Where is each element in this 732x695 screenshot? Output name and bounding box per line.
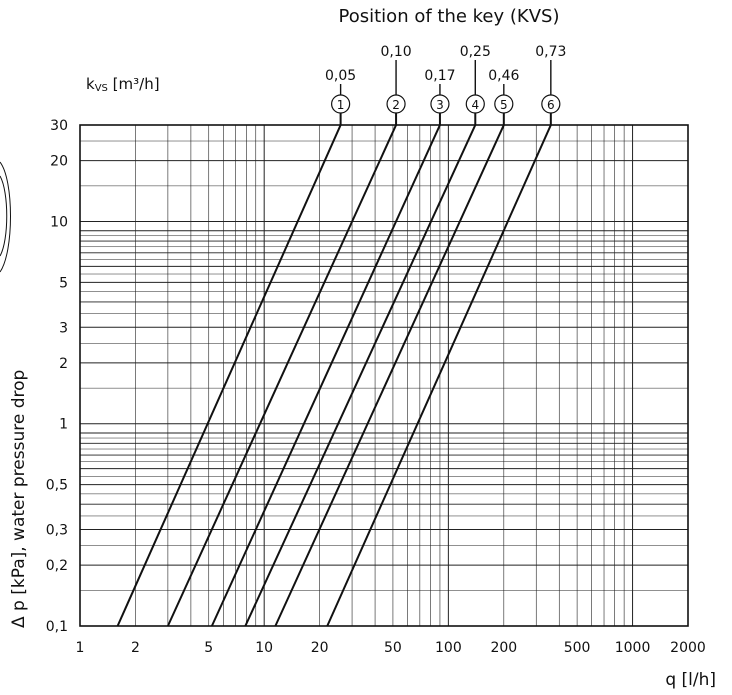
x-tick-labels: 1 2 5 10 20 50 100 200 500 1000 2000 (76, 640, 706, 656)
kvs-label-unit: [m³/h] (108, 75, 160, 93)
y-tick-label: 30 (50, 118, 68, 134)
grid-major (79, 124, 689, 627)
series-lines (116, 124, 552, 627)
y-tick-label: 1 (59, 417, 68, 433)
x-tick-label: 50 (384, 640, 402, 656)
x-tick-label: 2000 (670, 640, 706, 656)
kvs-value-2: 0,10 (380, 44, 411, 60)
series-line-3 (210, 124, 441, 627)
y-tick-label: 0,2 (46, 558, 68, 574)
x-tick-label: 1 (76, 640, 85, 656)
kvs-value-3: 0,17 (424, 68, 455, 84)
x-tick-label: 200 (490, 640, 517, 656)
x-tick-label: 5 (204, 640, 213, 656)
edge-decoration-inner (0, 175, 8, 257)
series-line-6 (326, 124, 552, 627)
grid-minor (80, 125, 689, 626)
series-line-5 (274, 124, 505, 627)
x-tick-label: 1000 (615, 640, 651, 656)
y-tick-label: 2 (59, 356, 68, 372)
y-tick-label: 10 (50, 214, 68, 230)
x-axis-label: q [l/h] (665, 670, 716, 690)
series-line-2 (166, 124, 397, 627)
key-number-3: 3 (436, 98, 444, 112)
x-tick-label: 100 (435, 640, 462, 656)
chart-title: Position of the key (KVS) (339, 6, 560, 27)
x-tick-label: 500 (564, 640, 591, 656)
y-tick-label: 5 (59, 275, 68, 291)
kvs-axis-label: kVS [m³/h] (86, 75, 160, 94)
kvs-value-5: 0,46 (488, 68, 519, 84)
y-tick-label: 0,1 (46, 619, 68, 635)
kvs-value-1: 0,05 (325, 68, 356, 84)
kvs-value-6: 0,73 (535, 44, 566, 60)
y-tick-label: 0,3 (46, 523, 68, 539)
kvs-label-main: k (86, 75, 95, 93)
series-line-4 (244, 124, 477, 627)
y-tick-label: 20 (50, 154, 68, 170)
y-axis-label: Δ p [kPa], water pressure drop (9, 370, 29, 628)
kvs-value-4: 0,25 (460, 44, 491, 60)
key-number-6: 6 (547, 98, 555, 112)
key-number-4: 4 (471, 98, 479, 112)
plot-frame (79, 124, 689, 627)
x-tick-label: 2 (131, 640, 140, 656)
y-tick-label: 0,5 (46, 478, 68, 494)
key-number-5: 5 (500, 98, 508, 112)
y-tick-labels: 0,1 0,2 0,3 0,5 1 2 3 5 10 20 30 (46, 118, 68, 635)
kvs-label-sub: VS (95, 83, 108, 94)
key-number-1: 1 (337, 98, 345, 112)
key-number-2: 2 (392, 98, 400, 112)
key-markers: 1 0,05 2 0,10 3 0,17 4 0,25 5 0,46 6 0,73 (325, 44, 566, 125)
series-line-1 (116, 124, 342, 627)
edge-decoration (0, 161, 11, 273)
y-tick-label: 3 (59, 320, 68, 336)
x-tick-label: 20 (311, 640, 329, 656)
x-tick-label: 10 (255, 640, 273, 656)
